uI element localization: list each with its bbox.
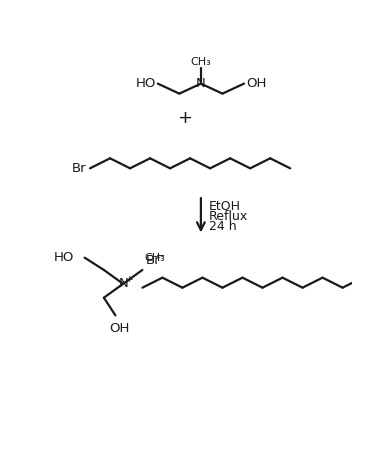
- Text: −: −: [155, 251, 165, 261]
- Text: 24 h: 24 h: [209, 220, 236, 232]
- Text: OH: OH: [246, 77, 267, 90]
- Text: Br: Br: [72, 162, 87, 175]
- Text: HO: HO: [53, 251, 74, 264]
- Text: EtOH: EtOH: [209, 200, 241, 212]
- Text: Br: Br: [146, 254, 161, 267]
- Text: +: +: [125, 275, 132, 284]
- Text: OH: OH: [109, 323, 129, 335]
- Text: HO: HO: [136, 77, 156, 90]
- Text: CH₃: CH₃: [145, 253, 165, 263]
- Text: N: N: [196, 77, 206, 90]
- Text: Reflux: Reflux: [209, 210, 248, 222]
- Text: N: N: [118, 277, 128, 290]
- Text: +: +: [177, 109, 192, 127]
- Text: CH₃: CH₃: [191, 57, 211, 67]
